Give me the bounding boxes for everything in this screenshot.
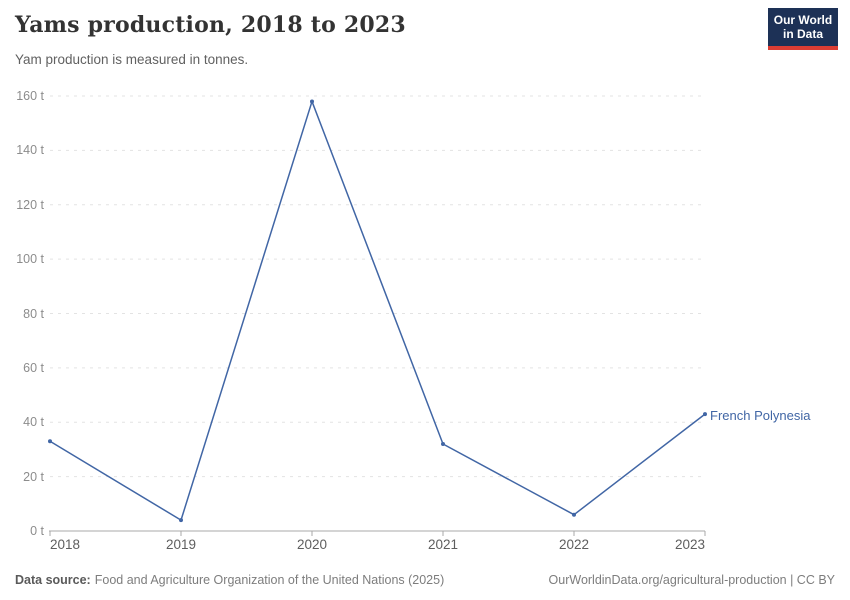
series-label-french-polynesia[interactable]: French Polynesia <box>710 408 811 423</box>
owid-logo: Our World in Data <box>768 8 838 50</box>
owid-logo-line1: Our World <box>773 12 833 27</box>
series-line-french-polynesia[interactable] <box>49 100 706 521</box>
y-axis-label-100: 100 t <box>16 252 44 267</box>
data-source-text: Food and Agriculture Organization of the… <box>94 573 445 587</box>
y-axis-label-120: 120 t <box>16 197 44 212</box>
y-axis-label-0: 0 t <box>30 524 44 538</box>
owid-logo-line2: in Data <box>782 27 823 41</box>
data-point-2022[interactable] <box>572 512 576 517</box>
data-point-2018[interactable] <box>48 439 52 444</box>
x-axis-label-2023: 2023 <box>674 537 705 552</box>
y-axis-label-40: 40 t <box>23 415 44 430</box>
y-axis-label-80: 80 t <box>23 306 44 321</box>
x-axis-label-2021: 2021 <box>427 537 459 552</box>
y-axis-label-140: 140 t <box>16 143 44 158</box>
x-axis-label-2022: 2022 <box>558 537 590 552</box>
x-axis-label-2018: 2018 <box>50 537 81 552</box>
chart-title: Yams production, 2018 to 2023 <box>15 12 406 38</box>
y-axis-label-60: 60 t <box>23 360 44 375</box>
data-point-2023[interactable] <box>703 412 707 417</box>
y-axis-label-20: 20 t <box>23 469 44 484</box>
x-axis-label-2020: 2020 <box>296 537 328 552</box>
chart-subtitle: Yam production is measured in tonnes. <box>15 52 249 67</box>
x-axis-label-2019: 2019 <box>165 537 197 552</box>
data-point-2020[interactable] <box>310 99 314 104</box>
data-point-2019[interactable] <box>179 518 183 523</box>
y-axis-label-160: 160 t <box>16 89 44 103</box>
chart-footer: Data source: Food and Agriculture Organiz… <box>15 573 835 587</box>
license-note[interactable]: OurWorldinData.org/agricultural-producti… <box>548 573 835 587</box>
data-source-note: Data source: Food and Agriculture Organiz… <box>15 573 444 587</box>
data-source-label: Data source: <box>15 573 91 587</box>
data-point-2021[interactable] <box>441 442 445 446</box>
